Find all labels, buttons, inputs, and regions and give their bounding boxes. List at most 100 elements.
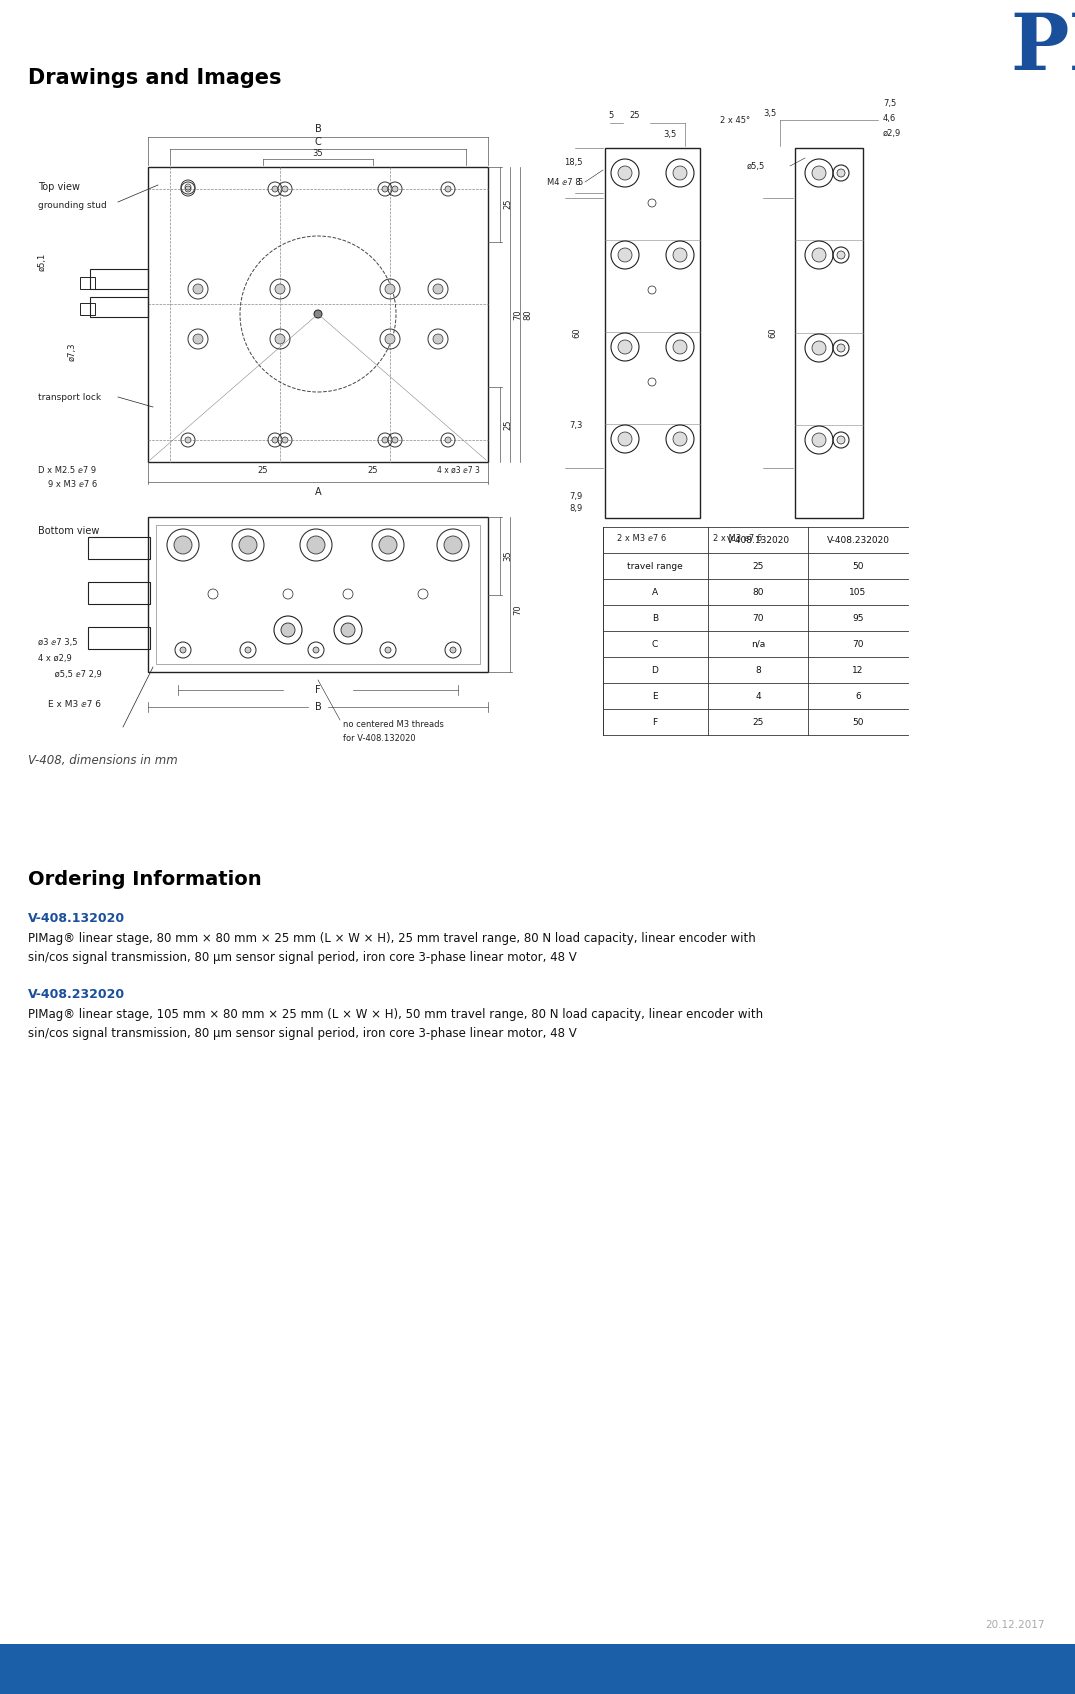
Text: ø2,9: ø2,9	[883, 129, 901, 137]
Circle shape	[272, 186, 278, 191]
Text: 70: 70	[752, 613, 763, 622]
Circle shape	[180, 647, 186, 652]
Circle shape	[281, 623, 295, 637]
Text: PI: PI	[1010, 10, 1075, 86]
Text: no centered M3 threads: no centered M3 threads	[343, 720, 444, 728]
Bar	[80, 303, 95, 315]
Text: 105: 105	[849, 588, 866, 596]
Circle shape	[272, 437, 278, 444]
Text: transport lock: transport lock	[38, 393, 101, 401]
Text: 80: 80	[752, 588, 763, 596]
Circle shape	[673, 166, 687, 180]
Text: ø5,5 ⅇ7 2,9: ø5,5 ⅇ7 2,9	[52, 669, 102, 679]
Text: 7,9: 7,9	[570, 491, 583, 500]
Circle shape	[618, 340, 632, 354]
Circle shape	[385, 647, 391, 652]
Text: 80: 80	[524, 310, 532, 320]
Text: D: D	[651, 666, 658, 674]
Text: B: B	[651, 613, 658, 622]
Text: PIMag® linear stage, 105 mm × 80 mm × 25 mm (L × W × H), 50 mm travel range, 80 : PIMag® linear stage, 105 mm × 80 mm × 25…	[28, 1008, 763, 1040]
Text: 50: 50	[852, 718, 863, 727]
Text: 3,5: 3,5	[663, 129, 676, 139]
Text: 4,6: 4,6	[883, 113, 897, 122]
Text: F: F	[653, 718, 658, 727]
Circle shape	[313, 647, 319, 652]
Text: 7,5: 7,5	[883, 98, 897, 107]
Bar	[156, 525, 481, 664]
Text: 7,3: 7,3	[570, 422, 583, 430]
Text: V-408.132020: V-408.132020	[727, 535, 789, 544]
Circle shape	[444, 535, 462, 554]
Circle shape	[275, 334, 285, 344]
Text: Drawings and Images: Drawings and Images	[28, 68, 282, 88]
Text: 25: 25	[503, 198, 513, 210]
Circle shape	[812, 434, 826, 447]
Circle shape	[341, 623, 355, 637]
Circle shape	[445, 186, 451, 191]
Text: 2 x M3 ⅇ7 6: 2 x M3 ⅇ7 6	[714, 534, 762, 542]
Text: ø3 ⅇ7 3,5: ø3 ⅇ7 3,5	[38, 637, 77, 647]
Text: 35: 35	[503, 551, 513, 561]
Text: 95: 95	[852, 613, 863, 622]
Text: E: E	[653, 691, 658, 701]
Circle shape	[382, 437, 388, 444]
Circle shape	[282, 437, 288, 444]
Circle shape	[185, 437, 191, 444]
Text: B: B	[315, 124, 321, 134]
Circle shape	[185, 186, 191, 191]
Circle shape	[433, 285, 443, 295]
Bar	[88, 537, 150, 559]
Text: 50: 50	[852, 561, 863, 571]
Text: 2 x 45°: 2 x 45°	[720, 115, 750, 124]
Text: 5: 5	[608, 110, 614, 120]
Text: travel range: travel range	[627, 561, 683, 571]
Text: 70: 70	[514, 605, 522, 615]
Text: 25: 25	[258, 466, 269, 474]
Text: 25: 25	[503, 420, 513, 430]
Text: M4 ⅇ7 8: M4 ⅇ7 8	[547, 178, 580, 186]
Bar	[80, 278, 95, 290]
Circle shape	[382, 186, 388, 191]
Text: 60: 60	[573, 327, 582, 339]
Text: Bottom view: Bottom view	[38, 527, 99, 535]
Circle shape	[314, 310, 322, 318]
Text: 25: 25	[630, 110, 641, 120]
Bar	[148, 517, 488, 673]
Circle shape	[812, 166, 826, 180]
Circle shape	[837, 435, 845, 444]
Bar	[0, 1643, 1075, 1694]
Circle shape	[618, 247, 632, 263]
Circle shape	[618, 166, 632, 180]
Text: 5: 5	[577, 178, 583, 186]
Circle shape	[445, 437, 451, 444]
Text: F: F	[315, 684, 320, 695]
Circle shape	[837, 169, 845, 176]
Text: A: A	[651, 588, 658, 596]
Text: 25: 25	[752, 561, 763, 571]
Text: ø5,5: ø5,5	[747, 161, 765, 171]
Circle shape	[194, 285, 203, 295]
Text: 8,9: 8,9	[570, 503, 583, 513]
Text: 70: 70	[514, 310, 522, 320]
Text: V-408.232020: V-408.232020	[827, 535, 889, 544]
Bar	[796, 147, 863, 518]
Circle shape	[450, 647, 456, 652]
Bar	[88, 627, 150, 649]
Text: 8: 8	[755, 666, 761, 674]
Bar	[90, 269, 148, 290]
Circle shape	[282, 186, 288, 191]
Text: 18,5: 18,5	[564, 158, 583, 166]
Text: 25: 25	[752, 718, 763, 727]
Circle shape	[673, 432, 687, 446]
Circle shape	[385, 285, 395, 295]
Text: B: B	[315, 701, 321, 711]
Text: grounding stud: grounding stud	[38, 200, 106, 210]
Circle shape	[379, 535, 397, 554]
Text: A: A	[315, 486, 321, 496]
Circle shape	[837, 344, 845, 352]
Text: 70: 70	[852, 640, 863, 649]
Text: for V-408.132020: for V-408.132020	[343, 734, 416, 742]
Circle shape	[239, 535, 257, 554]
Text: V-408.132020: V-408.132020	[28, 911, 125, 925]
Circle shape	[673, 247, 687, 263]
